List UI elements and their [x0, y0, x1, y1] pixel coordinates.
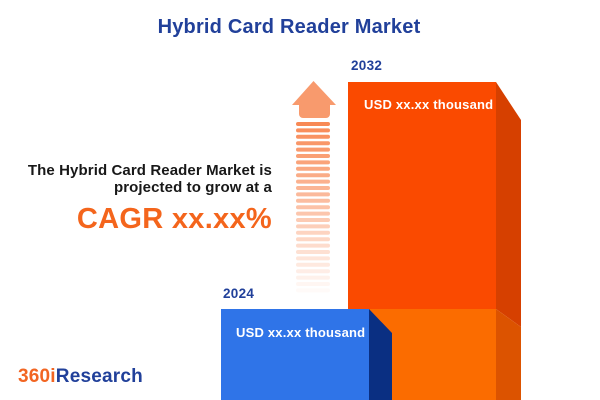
cagr-value: CAGR xx.xx% — [76, 203, 272, 235]
bar-2032-overlap-side-face — [496, 309, 521, 400]
bar-label-2032: 2032 — [351, 58, 383, 73]
page-title: Hybrid Card Reader Market — [157, 16, 421, 38]
bar-2024-side-face — [369, 309, 392, 400]
logo-part-360i: 360i — [18, 366, 56, 387]
arrow-fading-dashes — [296, 122, 330, 293]
arrow-neck — [299, 101, 330, 118]
bar-2032-front-face — [348, 82, 496, 309]
logo-part-research: Research — [55, 366, 143, 387]
bar-value-2024: USD xx.xx thousand — [236, 325, 366, 340]
bar-2032-side-face — [496, 82, 521, 327]
arrow-head-icon — [292, 81, 336, 105]
tagline-line-1: The Hybrid Card Reader Market is — [27, 162, 272, 179]
bar-label-2024: 2024 — [223, 286, 255, 301]
bar-2024-front-face — [221, 309, 369, 400]
growth-arrow-icon — [292, 81, 336, 293]
bar-value-2032: USD xx.xx thousand — [364, 97, 494, 112]
company-logo: 360iResearch — [18, 366, 143, 388]
growth-tagline: The Hybrid Card Reader Market is project… — [0, 162, 272, 236]
tagline-line-2: projected to grow at a — [113, 179, 272, 196]
